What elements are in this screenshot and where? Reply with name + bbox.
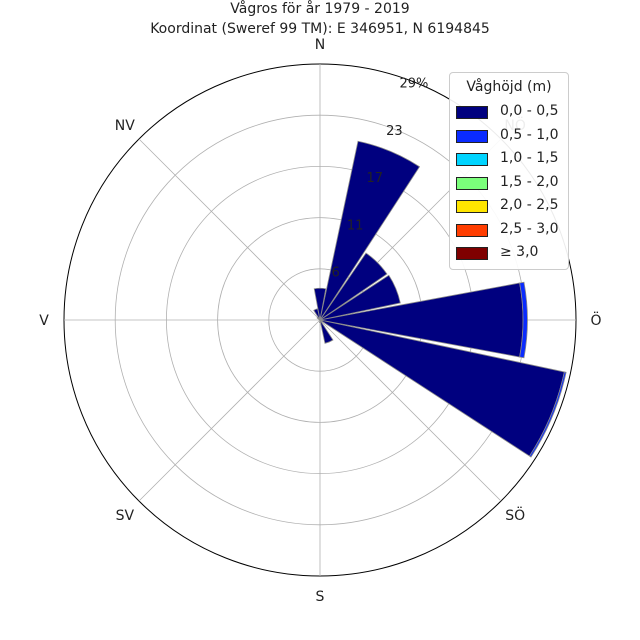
sector-bar	[528, 371, 567, 458]
radial-tick-label: 6	[331, 266, 339, 281]
legend-label: 1,5 - 2,0	[500, 173, 559, 190]
radial-tick-label: 17	[367, 171, 384, 186]
sector-bar	[319, 319, 321, 324]
grid-spoke	[319, 319, 502, 502]
legend-swatch	[456, 200, 488, 213]
radial-tick-label: 23	[386, 124, 403, 139]
sector-bar	[313, 287, 327, 321]
legend-label: 2,0 - 2,5	[500, 197, 559, 213]
legend-swatch	[456, 176, 488, 190]
legend-swatch	[456, 247, 488, 260]
legend-title: Våghöjd (m)	[466, 79, 552, 95]
legend: Våghöjd (m) 0,0 - 0,5 0,5 - 1,0 1,0 - 1,5 1…	[449, 72, 569, 270]
radial-tick-label: 11	[347, 218, 364, 233]
grid-spoke	[138, 319, 321, 502]
sector-bar	[319, 252, 388, 321]
legend-label: 0,0 - 0,5	[500, 103, 559, 119]
legend-label: ≥ 3,0	[500, 244, 539, 260]
direction-label: SÖ	[505, 506, 525, 524]
direction-label: V	[39, 313, 49, 329]
direction-label: N	[315, 37, 325, 53]
legend-swatch	[456, 106, 488, 119]
legend-label: 0,5 - 1,0	[500, 126, 559, 143]
sector-bar	[319, 319, 334, 344]
grid-spoke	[138, 138, 321, 321]
chart-subtitle: Koordinat (Sweref 99 TM): E 346951, N 61…	[150, 21, 490, 37]
legend-label: 2,5 - 3,0	[500, 220, 559, 237]
legend-swatch	[456, 153, 488, 166]
radial-tick-label: 29%	[400, 76, 429, 91]
legend-swatch	[456, 223, 488, 237]
chart-title: Vågros för år 1979 - 2019	[230, 0, 409, 17]
direction-label: SV	[116, 508, 135, 524]
sector-bar	[319, 274, 401, 321]
sector-bar	[319, 140, 421, 321]
direction-label: S	[316, 589, 325, 605]
legend-label: 1,0 - 1,5	[500, 150, 559, 166]
direction-label: Ö	[590, 311, 601, 329]
radial-tick-labels: 6 11 17 23 29%	[331, 76, 428, 280]
legend-swatch	[456, 129, 488, 143]
sector-bar	[313, 308, 321, 321]
sector-bar	[519, 281, 528, 359]
rose-sectors	[313, 140, 567, 458]
direction-label: NV	[115, 118, 135, 134]
